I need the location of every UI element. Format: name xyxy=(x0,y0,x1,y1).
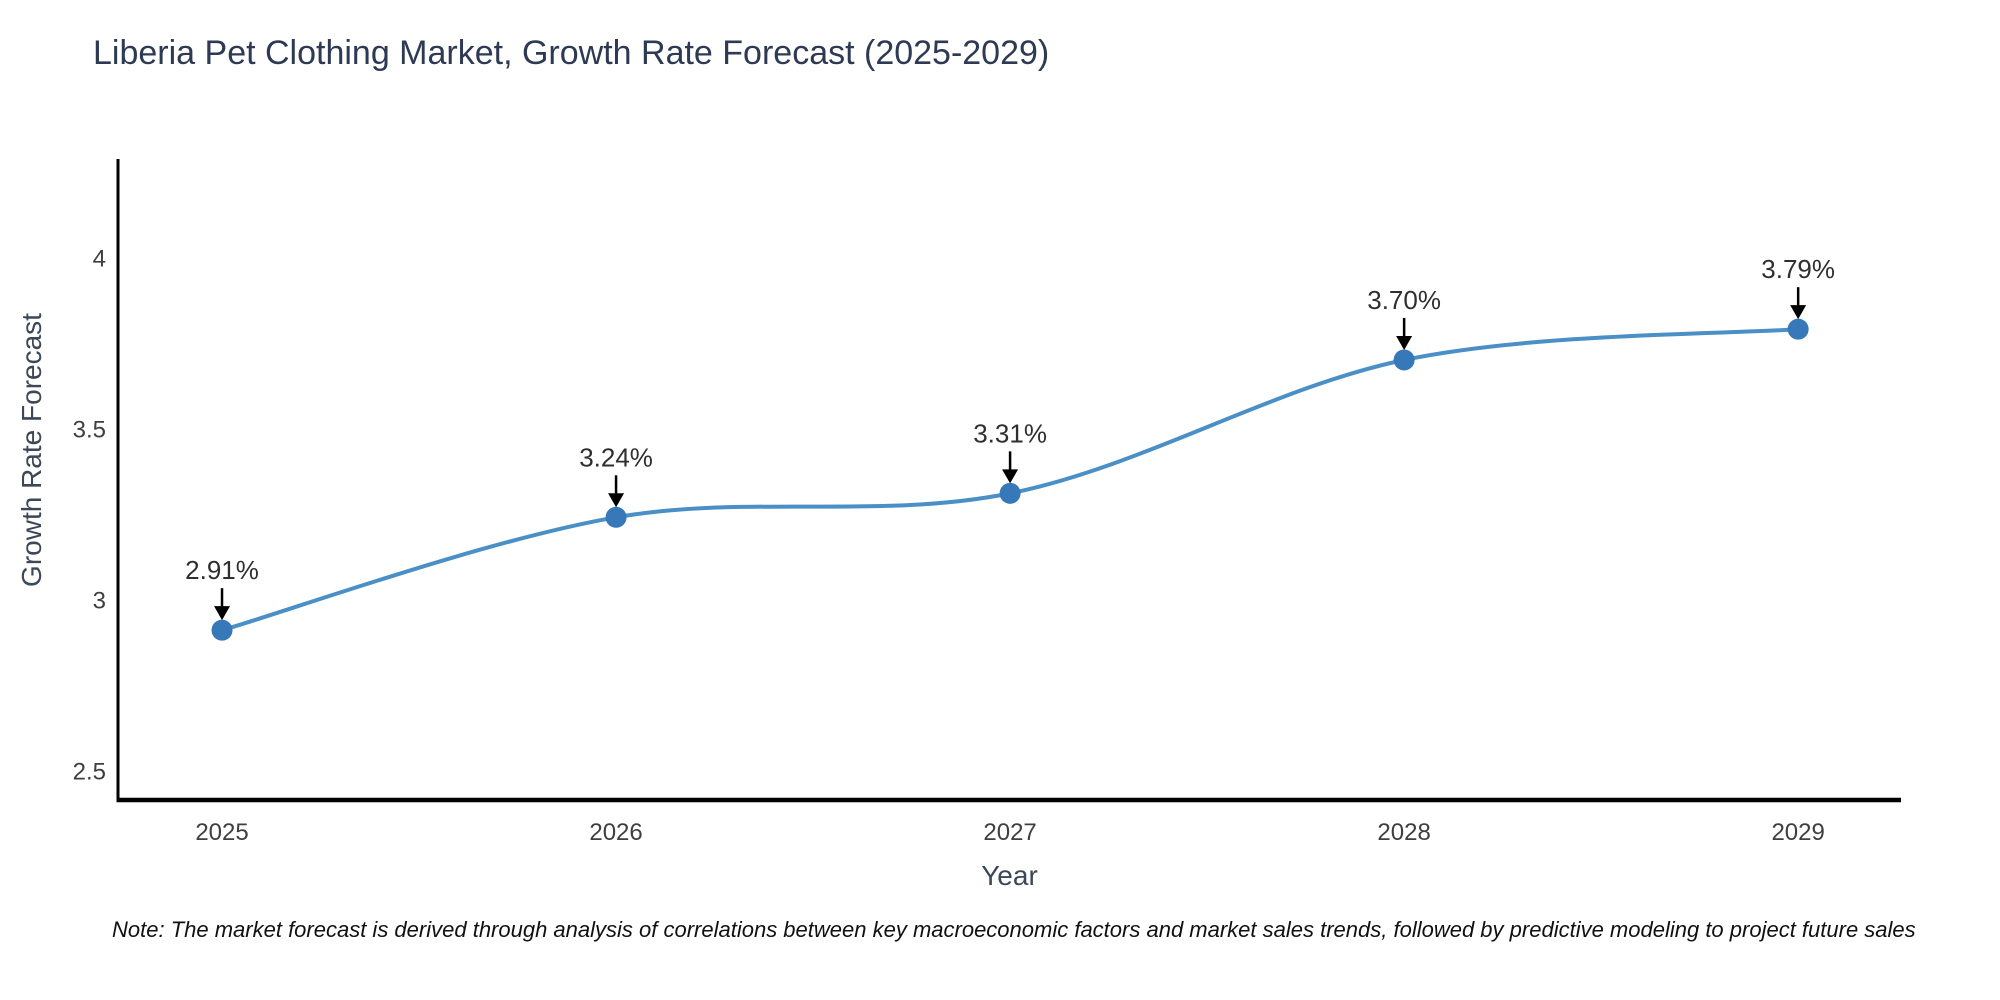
y-tick-label: 4 xyxy=(93,245,106,272)
y-axis-title: Growth Rate Forecast xyxy=(16,313,47,587)
annotation-arrow-head xyxy=(1790,305,1807,320)
point-label: 3.79% xyxy=(1761,254,1835,284)
data-point-marker xyxy=(211,619,233,641)
footnote: Note: The market forecast is derived thr… xyxy=(112,917,1916,942)
annotation-arrow-head xyxy=(1002,469,1019,484)
x-tick-label: 2027 xyxy=(983,819,1036,846)
x-axis-title: Year xyxy=(981,860,1038,891)
point-label: 3.70% xyxy=(1367,285,1441,315)
point-label: 3.24% xyxy=(579,442,653,472)
data-point-marker xyxy=(605,506,627,528)
x-tick-label: 2028 xyxy=(1377,819,1430,846)
data-point-marker xyxy=(1393,349,1415,371)
data-point-marker xyxy=(1787,318,1809,340)
x-tick-label: 2029 xyxy=(1771,819,1824,846)
x-tick-label: 2026 xyxy=(589,819,642,846)
x-tick-label: 2025 xyxy=(195,819,248,846)
y-tick-label: 2.5 xyxy=(73,758,106,785)
point-label: 3.31% xyxy=(973,418,1047,448)
chart-title: Liberia Pet Clothing Market, Growth Rate… xyxy=(93,34,1050,72)
annotation-arrow-head xyxy=(214,606,231,621)
annotation-arrow-head xyxy=(1396,335,1413,350)
point-label: 2.91% xyxy=(185,555,259,585)
y-tick-label: 3.5 xyxy=(73,416,106,443)
data-point-marker xyxy=(999,482,1021,504)
y-tick-label: 3 xyxy=(93,587,106,614)
annotation-arrow-head xyxy=(608,493,625,508)
